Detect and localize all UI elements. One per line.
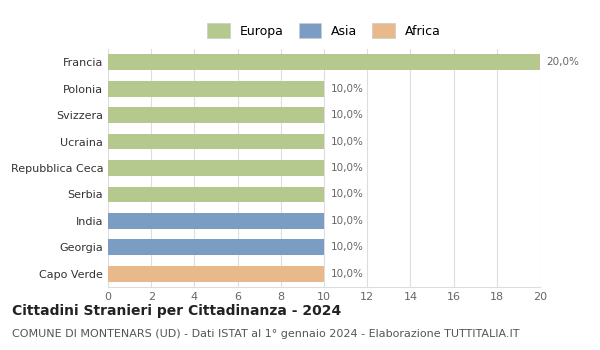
Text: Cittadini Stranieri per Cittadinanza - 2024: Cittadini Stranieri per Cittadinanza - 2… xyxy=(12,304,341,318)
Text: 10,0%: 10,0% xyxy=(331,136,364,147)
Bar xyxy=(108,187,324,202)
Text: 10,0%: 10,0% xyxy=(331,189,364,200)
Text: 10,0%: 10,0% xyxy=(331,163,364,173)
Text: 10,0%: 10,0% xyxy=(331,84,364,94)
Text: 10,0%: 10,0% xyxy=(331,110,364,120)
Bar xyxy=(108,107,324,123)
Text: 20,0%: 20,0% xyxy=(547,57,580,67)
Bar xyxy=(108,54,540,70)
Bar xyxy=(108,134,324,149)
Text: 10,0%: 10,0% xyxy=(331,242,364,252)
Bar xyxy=(108,160,324,176)
Bar xyxy=(108,81,324,97)
Bar xyxy=(108,266,324,282)
Text: 10,0%: 10,0% xyxy=(331,269,364,279)
Bar xyxy=(108,239,324,255)
Legend: Europa, Asia, Africa: Europa, Asia, Africa xyxy=(203,20,445,42)
Bar xyxy=(108,213,324,229)
Text: 10,0%: 10,0% xyxy=(331,216,364,226)
Text: COMUNE DI MONTENARS (UD) - Dati ISTAT al 1° gennaio 2024 - Elaborazione TUTTITAL: COMUNE DI MONTENARS (UD) - Dati ISTAT al… xyxy=(12,329,520,339)
